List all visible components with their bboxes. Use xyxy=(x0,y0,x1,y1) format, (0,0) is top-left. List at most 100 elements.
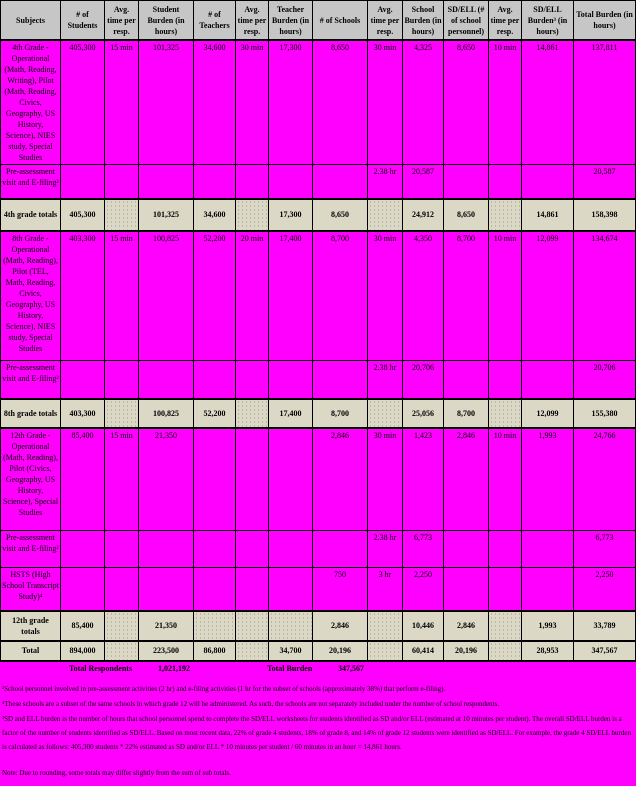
subtotal-row: 12th grade totals 85,400 21,350 2,846 10,446… xyxy=(0,609,636,642)
value-cell xyxy=(268,567,313,611)
value-cell: 2,846 xyxy=(312,609,368,642)
value-cell xyxy=(488,567,522,611)
subject-cell: 8th Grade - Operational (Math, Reading),… xyxy=(0,230,61,361)
value-cell: 20,587 xyxy=(402,164,444,199)
column-header: Total Burden (in hours) xyxy=(573,0,636,41)
value-cell xyxy=(138,567,194,611)
value-cell: 34,700 xyxy=(268,639,313,662)
value-cell: 6,773 xyxy=(402,530,444,568)
subject-cell: 4th Grade - Operational (Math, Reading, … xyxy=(0,39,61,165)
value-cell xyxy=(138,164,194,199)
column-header: Avg. time per resp. xyxy=(367,0,403,41)
value-cell xyxy=(104,197,139,232)
column-header: School Burden (in hours) xyxy=(402,0,444,41)
value-cell: 101,325 xyxy=(138,197,194,232)
value-cell xyxy=(488,197,522,232)
value-cell xyxy=(235,164,269,199)
subject-cell: Total xyxy=(0,639,61,662)
value-cell xyxy=(235,197,269,232)
value-cell xyxy=(488,639,522,662)
value-cell: 403,300 xyxy=(60,230,105,361)
total-respondents-label: Total Respondents xyxy=(69,663,133,673)
value-cell: 2,250 xyxy=(402,567,444,611)
value-cell xyxy=(138,360,194,399)
value-cell: 34,600 xyxy=(193,197,236,232)
value-cell: 30 min xyxy=(367,427,403,531)
value-cell: 33,789 xyxy=(573,609,636,642)
value-cell: 223,500 xyxy=(138,639,194,662)
value-cell: 8,650 xyxy=(443,39,489,165)
value-cell: 30 min xyxy=(367,39,403,165)
column-header: Subjects xyxy=(0,0,61,41)
column-header: Avg. time per resp. xyxy=(235,0,269,41)
value-cell: 8,650 xyxy=(443,197,489,232)
value-cell xyxy=(60,567,105,611)
value-cell: 10 min xyxy=(488,230,522,361)
value-cell xyxy=(235,530,269,568)
value-cell xyxy=(104,530,139,568)
column-header: Teacher Burden (in hours) xyxy=(268,0,313,41)
burden-table: Subjects # of Students Avg. time per resp.… xyxy=(0,0,636,662)
value-cell: 1,423 xyxy=(402,427,444,531)
value-cell: 101,325 xyxy=(138,39,194,165)
value-cell: 20,706 xyxy=(573,360,636,399)
value-cell: 2.38 hr xyxy=(367,164,403,199)
value-cell: 20,587 xyxy=(573,164,636,199)
table-row: 4th Grade - Operational (Math, Reading, … xyxy=(0,39,636,165)
value-cell: 17,300 xyxy=(268,197,313,232)
total-burden-label: Total Burden xyxy=(267,663,313,673)
value-cell: 6,773 xyxy=(573,530,636,568)
total-burden-value: 347,567 xyxy=(338,663,364,673)
rounding-note: Note: Due to rounding, some totals may d… xyxy=(2,768,231,777)
value-cell: 24,766 xyxy=(573,427,636,531)
table-row: Pre-assessment visit and E-filing² 2.38 h… xyxy=(0,164,636,199)
value-cell xyxy=(521,530,574,568)
footnote: ³SD and ELL burden is the number of hour… xyxy=(2,714,631,751)
value-cell: 21,350 xyxy=(138,427,194,531)
column-header: Student Burden (in hours) xyxy=(138,0,194,41)
value-cell xyxy=(60,164,105,199)
value-cell xyxy=(235,397,269,429)
value-cell xyxy=(312,164,368,199)
value-cell: 8,700 xyxy=(312,397,368,429)
value-cell: 2,846 xyxy=(443,609,489,642)
value-cell: 8,700 xyxy=(443,397,489,429)
value-cell xyxy=(443,567,489,611)
column-header: SD/ELL (# of school personnel) xyxy=(443,0,489,41)
subject-cell: Pre-assessment visit and E-filing² xyxy=(0,164,61,199)
value-cell: 8,700 xyxy=(312,230,368,361)
value-cell xyxy=(235,360,269,399)
value-cell: 30 min xyxy=(367,230,403,361)
value-cell xyxy=(443,360,489,399)
value-cell xyxy=(367,639,403,662)
value-cell: 100,825 xyxy=(138,230,194,361)
value-cell xyxy=(367,197,403,232)
value-cell: 8,650 xyxy=(312,197,368,232)
footnote: ⁴These schools are a subset of the same … xyxy=(2,699,499,708)
value-cell xyxy=(268,164,313,199)
value-cell: 14,861 xyxy=(521,39,574,165)
value-cell xyxy=(367,609,403,642)
value-cell: 403,300 xyxy=(60,397,105,429)
value-cell: 405,300 xyxy=(60,39,105,165)
value-cell: 15 min xyxy=(104,230,139,361)
value-cell: 2,846 xyxy=(312,427,368,531)
burden-table-body: 4th Grade - Operational (Math, Reading, … xyxy=(0,39,636,662)
value-cell xyxy=(488,609,522,642)
value-cell: 3 hr xyxy=(367,567,403,611)
value-cell: 85,400 xyxy=(60,427,105,531)
value-cell xyxy=(193,567,236,611)
value-cell: 21,350 xyxy=(138,609,194,642)
value-cell: 10 min xyxy=(488,39,522,165)
value-cell: 347,567 xyxy=(573,639,636,662)
subject-cell: HSTS (High School Transcript Study)⁴ xyxy=(0,567,61,611)
subject-cell: 12th grade totals xyxy=(0,609,61,642)
value-cell xyxy=(488,530,522,568)
value-cell: 10 min xyxy=(488,427,522,531)
value-cell: 134,674 xyxy=(573,230,636,361)
value-cell: 14,861 xyxy=(521,197,574,232)
subject-cell: Pre-assessment visit and E-filing² xyxy=(0,530,61,568)
value-cell: 60,414 xyxy=(402,639,444,662)
value-cell: 85,400 xyxy=(60,609,105,642)
value-cell: 28,953 xyxy=(521,639,574,662)
